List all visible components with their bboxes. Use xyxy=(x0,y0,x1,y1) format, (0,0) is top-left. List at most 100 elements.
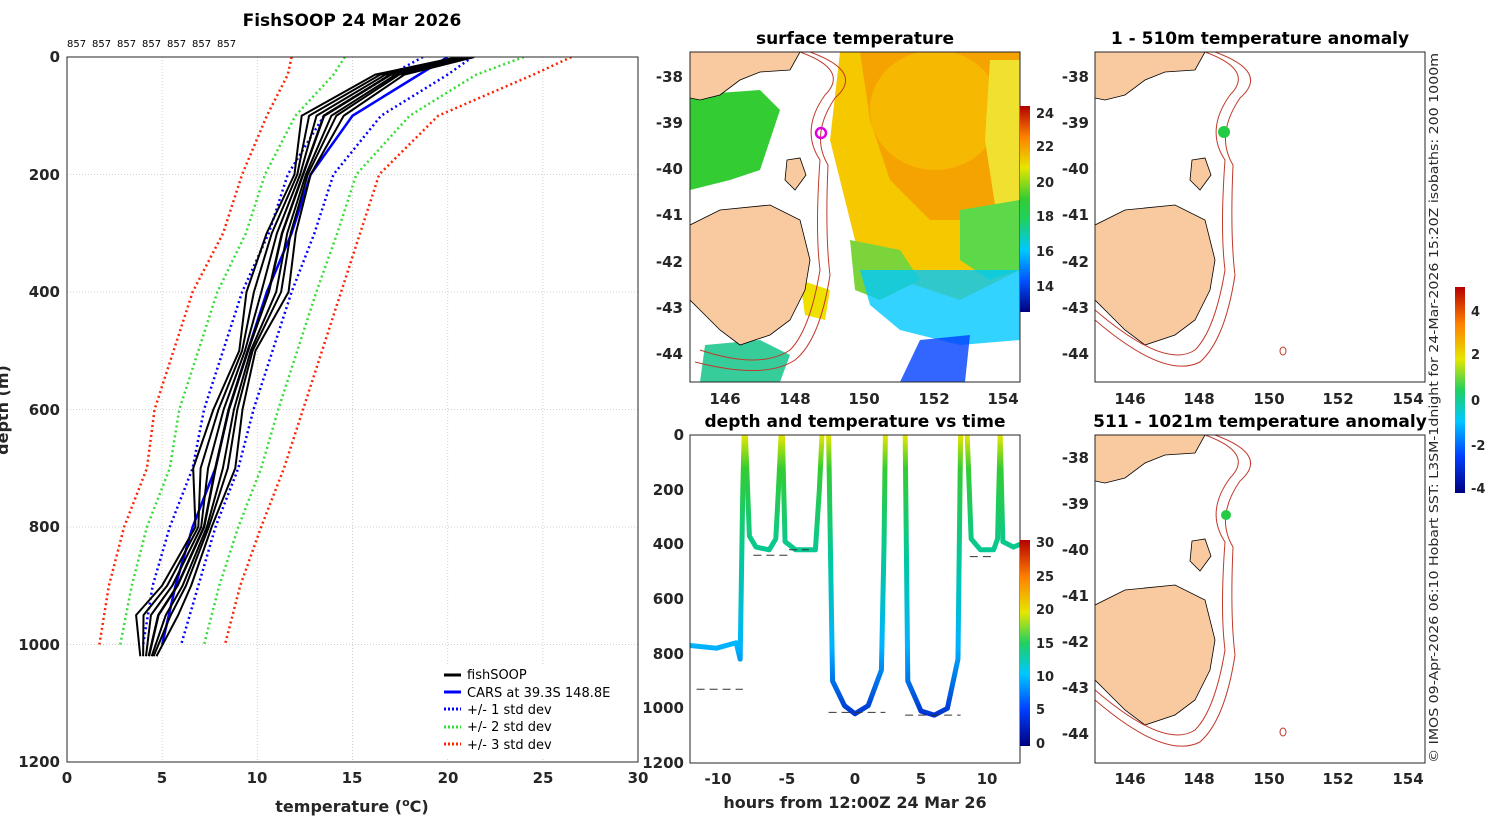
fishsoop-cast-line xyxy=(155,57,475,657)
lat-tick-label: -39 xyxy=(656,114,683,132)
anom1-title: 1 - 510m temperature anomaly xyxy=(1111,29,1409,49)
y-tick-label: 800 xyxy=(29,518,60,536)
lat-tick-label: -43 xyxy=(1062,299,1089,317)
dive-track-line xyxy=(964,435,1003,553)
lat-tick-label: -44 xyxy=(1062,725,1089,743)
anom2-seamount xyxy=(1279,727,1287,737)
sst-lon-ticks: 146 148 150 152 154 xyxy=(709,390,1018,408)
x-tick-label: 25 xyxy=(533,769,554,787)
lat-tick-label: -38 xyxy=(1062,68,1089,86)
sst-flinders-island xyxy=(784,157,807,191)
anom1-lat-ticks: -38 -39 -40 -41 -42 -43 -44 xyxy=(1062,68,1089,363)
legend-3std: +/- 3 std dev xyxy=(467,738,552,753)
y-tick-label: 0 xyxy=(674,426,684,444)
x-tick-label: -5 xyxy=(779,770,796,788)
profile-ids: 857 857 857 857 857 857 857 xyxy=(67,39,236,50)
x-tick-label: 5 xyxy=(916,770,926,788)
legend-1std: +/- 1 std dev xyxy=(467,703,552,718)
lat-tick-label: -43 xyxy=(656,299,683,317)
colorbar-tick-label: 15 xyxy=(1036,637,1054,652)
sst-colorbar xyxy=(1020,106,1030,312)
y-tick-label: 800 xyxy=(653,645,684,663)
time-yticks: 0 200 400 600 800 1000 1200 xyxy=(642,426,684,772)
profile-lines xyxy=(98,57,572,657)
sst-isobath-1000 xyxy=(694,52,846,372)
y-tick-label: 0 xyxy=(50,48,60,66)
profile-id: 857 xyxy=(217,39,236,50)
anom1-seamount xyxy=(1279,346,1287,356)
colorbar-tick-label: 25 xyxy=(1036,570,1054,585)
lon-tick-label: 154 xyxy=(1392,390,1423,408)
profile-id: 857 xyxy=(92,39,111,50)
lon-tick-label: 148 xyxy=(779,390,810,408)
profile-id: 857 xyxy=(117,39,136,50)
dive-track-line xyxy=(997,435,1020,550)
credit-line: © IMOS 09-Apr-2026 06:10 Hobart SST: L3S… xyxy=(1427,53,1441,763)
colorbar-tick-label: 22 xyxy=(1036,140,1054,155)
colorbar-tick-label: 5 xyxy=(1036,703,1045,718)
sst-cool-water xyxy=(860,270,1020,345)
anom1-isobath-1000 xyxy=(1095,52,1251,367)
anom2-axes-box xyxy=(1094,434,1426,764)
fishsoop-cast-line xyxy=(150,57,470,657)
series-line-fishsoop xyxy=(147,57,467,657)
anom2-title: 511 - 1021m temperature anomaly xyxy=(1093,412,1427,432)
anom1-map xyxy=(1095,52,1425,382)
fishsoop-cast-line xyxy=(152,57,472,657)
series-line--3-std-dev xyxy=(98,57,293,645)
colorbar-tick-label: 30 xyxy=(1036,536,1054,551)
anom2-panel: 511 - 1021m temperature anomaly -38 -39 … xyxy=(1062,412,1427,788)
lon-tick-label: 152 xyxy=(1322,770,1353,788)
profile-id: 857 xyxy=(192,39,211,50)
lon-tick-label: 154 xyxy=(1392,770,1423,788)
anom1-mainland xyxy=(1095,52,1206,101)
sst-south-coast xyxy=(700,340,790,382)
lat-tick-label: -41 xyxy=(1062,587,1089,605)
sst-bass-strait-green xyxy=(690,90,780,190)
y-tick-label: 1000 xyxy=(18,636,60,654)
profile-id: 857 xyxy=(167,39,186,50)
series-line--1-std-dev xyxy=(141,57,424,645)
sst-tasmania xyxy=(690,204,811,346)
colorbar-tick-label: 18 xyxy=(1036,210,1054,225)
anom1-lon-ticks: 146 148 150 152 154 xyxy=(1114,390,1423,408)
y-tick-label: 200 xyxy=(29,166,60,184)
anom2-lon-ticks: 146 148 150 152 154 xyxy=(1114,770,1423,788)
anom1-flinders-island xyxy=(1189,157,1212,191)
time-colorbar xyxy=(1020,540,1030,746)
lat-tick-label: -41 xyxy=(1062,206,1089,224)
profile-id: 857 xyxy=(67,39,86,50)
x-tick-label: 0 xyxy=(62,769,72,787)
lat-tick-label: -44 xyxy=(1062,345,1089,363)
profile-id: 857 xyxy=(142,39,161,50)
anom1-axes-box xyxy=(1094,51,1426,383)
legend-cars: CARS at 39.3S 148.8E xyxy=(467,686,610,701)
lon-tick-label: 146 xyxy=(709,390,740,408)
time-xlabel: hours from 12:00Z 24 Mar 26 xyxy=(723,793,986,812)
y-tick-label: 400 xyxy=(29,283,60,301)
anom2-lat-ticks: -38 -39 -40 -41 -42 -43 -44 xyxy=(1062,449,1089,743)
time-xticks: -10 -5 0 5 10 xyxy=(704,770,997,788)
series-line--1-std-dev xyxy=(179,57,474,645)
profile-xticks: 0 5 10 15 20 25 30 xyxy=(62,769,649,787)
x-tick-label: 20 xyxy=(438,769,459,787)
lat-tick-label: -40 xyxy=(1062,160,1089,178)
y-tick-label: 600 xyxy=(653,590,684,608)
colorbar-tick-label: 0 xyxy=(1036,737,1045,752)
lat-tick-label: -39 xyxy=(1062,495,1089,513)
legend-2std: +/- 2 std dev xyxy=(467,720,552,735)
y-tick-label: 1000 xyxy=(642,699,684,717)
colorbar-tick-label: 14 xyxy=(1036,280,1054,295)
anom2-mainland xyxy=(1095,435,1206,484)
xlabel-degree: o xyxy=(402,796,410,809)
lon-tick-label: 150 xyxy=(1253,770,1284,788)
y-tick-label: 600 xyxy=(29,401,60,419)
fishsoop-cast-line xyxy=(142,57,462,657)
colorbar-tick-label: 20 xyxy=(1036,603,1054,618)
lon-tick-label: 146 xyxy=(1114,390,1145,408)
x-tick-label: 10 xyxy=(247,769,268,787)
dive-track-line xyxy=(742,435,784,553)
time-colorbar-ticks: 30 25 20 15 10 5 0 xyxy=(1036,536,1054,752)
sst-lat-ticks: -38 -39 -40 -41 -42 -43 -44 xyxy=(656,68,683,363)
dive-track-line xyxy=(826,435,888,717)
